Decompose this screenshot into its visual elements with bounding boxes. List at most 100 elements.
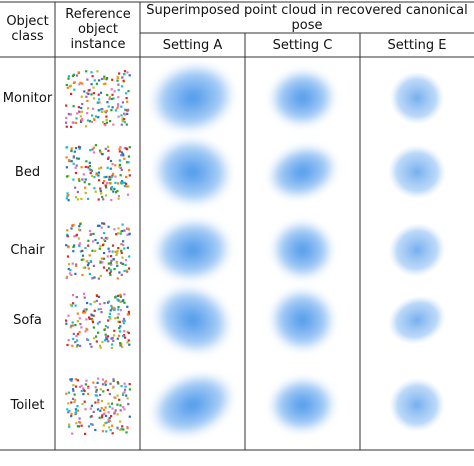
reference-point [124,263,127,266]
reference-point [104,325,107,328]
row-label: Monitor [2,90,53,106]
reference-point [122,154,125,157]
reference-point [89,303,92,306]
reference-point [96,101,99,104]
reference-point [100,110,103,113]
reference-point [107,340,110,343]
reference-point [83,296,86,299]
reference-point [120,123,123,126]
reference-point [110,346,114,350]
reference-point [126,305,129,308]
reference-point [109,317,112,320]
reference-point [105,337,108,340]
reference-point [87,239,90,242]
reference-point [104,236,107,239]
reference-point [79,222,82,226]
reference-point [103,110,106,113]
reference-point [95,340,98,343]
reference-point [102,390,105,393]
reference-point [76,312,79,315]
reference-point [80,95,83,98]
reference-point [109,178,112,181]
reference-point [75,117,78,120]
point-cloud [153,285,232,355]
reference-point [65,275,69,278]
point-cloud [150,372,235,438]
reference-point [69,269,72,272]
reference-point [72,389,75,393]
reference-point [125,147,128,150]
reference-point [72,223,75,227]
reference-point [116,189,119,193]
reference-point [108,178,111,181]
reference-point [110,188,113,191]
reference-point [123,330,126,333]
reference-point [65,197,68,200]
reference-point [67,75,70,78]
reference-point [112,172,115,175]
reference-point [93,97,96,100]
reference-point [98,149,102,152]
reference-point [95,394,99,397]
reference-point [105,186,108,189]
reference-point [78,147,81,150]
reference-point [68,410,71,413]
reference-point [100,257,103,260]
reference-point [71,432,74,435]
reference-point [101,378,104,381]
reference-point [118,271,121,274]
reference-point [99,346,102,349]
reference-point [70,92,73,95]
reference-point [85,70,88,73]
reference-point [77,157,80,160]
reference-point [76,333,80,336]
reference-point [99,274,102,277]
reference-point [99,189,102,193]
reference-point [103,75,106,78]
reference-point [100,400,103,403]
reference-point [102,121,105,124]
reference-point [71,324,75,327]
reference-point [113,90,116,93]
reference-point [105,109,108,112]
reference-point [116,107,119,110]
reference-point [119,300,122,303]
reference-point [126,233,129,236]
reference-point [80,326,83,329]
reference-point [68,263,71,266]
reference-point [123,247,126,250]
reference-point [124,108,127,111]
reference-point [120,114,123,117]
reference-point [97,331,100,334]
reference-point [80,166,83,169]
reference-point [100,166,103,169]
reference-point [76,405,79,408]
reference-point [112,123,115,126]
reference-point [79,385,82,389]
reference-point [66,408,69,411]
reference-point [122,79,125,82]
reference-point [117,232,120,235]
reference-point [116,298,119,301]
reference-point [100,236,103,240]
reference-point [116,337,119,340]
reference-point [108,250,111,253]
reference-point [89,172,92,175]
reference-point [117,105,120,108]
reference-point [124,259,128,262]
reference-point [87,197,90,200]
reference-point [126,193,130,196]
reference-point [67,199,70,202]
reference-point [102,412,105,416]
reference-point [94,144,97,147]
reference-point [100,77,103,81]
reference-point [111,432,114,435]
reference-point [119,174,122,177]
reference-point [85,308,88,311]
reference-point [90,423,93,426]
reference-point [67,267,70,271]
reference-point [122,393,125,396]
point-cloud [267,144,338,200]
reference-point [110,304,113,307]
setting-header: Setting E [387,37,447,53]
